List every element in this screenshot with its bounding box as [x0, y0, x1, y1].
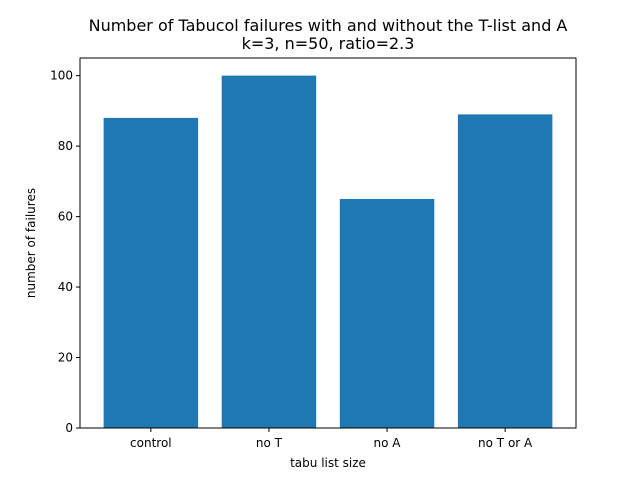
x-axis-ticks: control no T no A no T or A — [130, 428, 533, 450]
y-tick-label: 80 — [58, 139, 73, 153]
y-tick-label: 40 — [58, 280, 73, 294]
bar-no-t — [221, 75, 317, 428]
y-axis-label: number of failures — [24, 188, 38, 298]
y-tick-label: 20 — [58, 351, 73, 365]
x-tick-label: no A — [374, 436, 402, 450]
y-tick-label: 100 — [50, 69, 73, 83]
bar-control — [103, 117, 199, 429]
plot-frame — [79, 57, 577, 429]
y-tick-label: 0 — [65, 421, 73, 435]
y-axis-ticks: 0 20 40 60 80 100 — [50, 69, 80, 435]
bar-no-t-or-a — [457, 114, 553, 428]
x-tick-label: no T — [256, 436, 283, 450]
x-tick-label: control — [130, 436, 172, 450]
y-tick-label: 60 — [58, 210, 73, 224]
x-tick-label: no T or A — [478, 436, 533, 450]
x-axis-label: tabu list size — [290, 456, 366, 470]
chart-title-line2: k=3, n=50, ratio=2.3 — [242, 34, 415, 53]
bar-no-a — [339, 198, 435, 428]
bars-group — [103, 75, 553, 429]
chart-title-line1: Number of Tabucol failures with and with… — [89, 16, 568, 35]
